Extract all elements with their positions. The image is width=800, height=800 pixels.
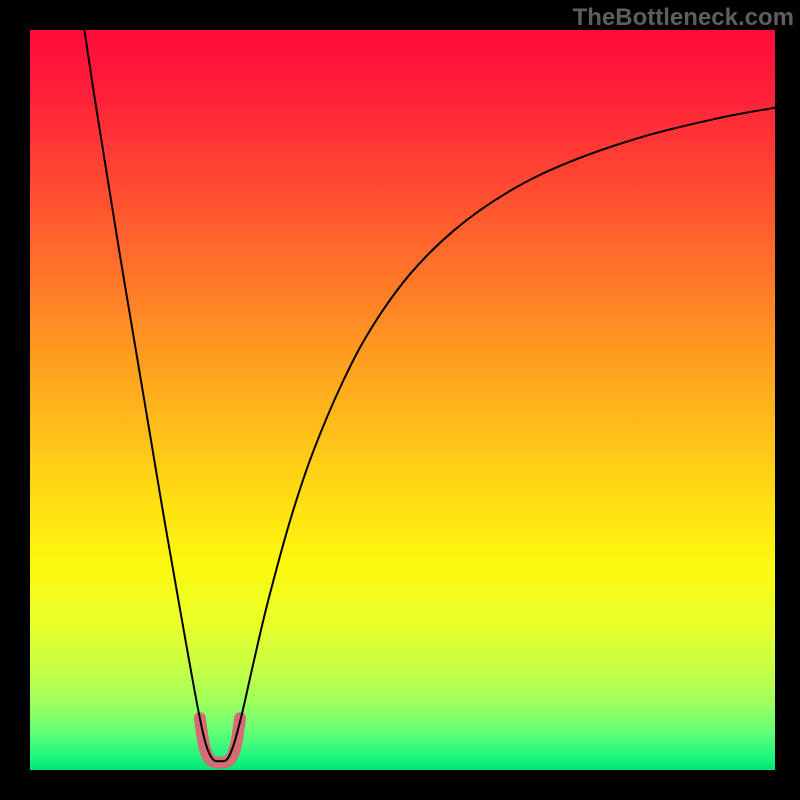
plot-svg: [30, 30, 775, 770]
plot-area: [30, 30, 775, 770]
watermark-text: TheBottleneck.com: [573, 4, 794, 32]
gradient-background: [30, 30, 775, 770]
